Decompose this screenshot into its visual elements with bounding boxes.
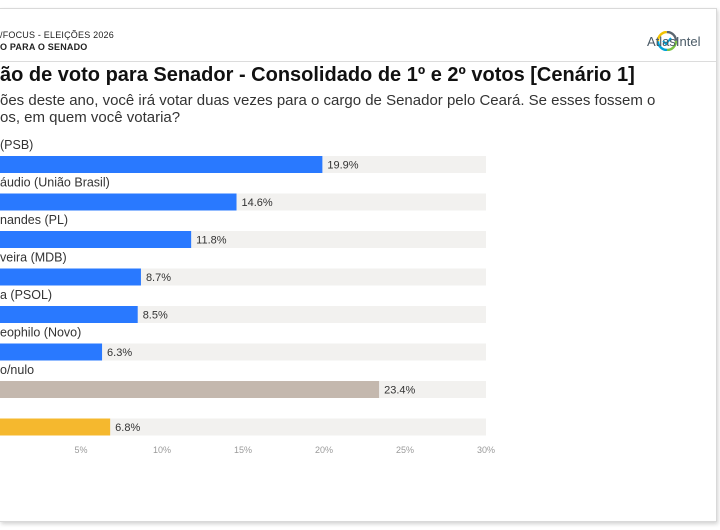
question-line-2: os, em quem você votaria? [0,109,181,126]
value-label: 6.3% [107,347,132,359]
x-tick-label: 30% [477,445,495,455]
value-label: 19.9% [327,160,358,172]
question-line-1: ões deste ano, você irá votar duas vezes… [0,92,656,109]
bar [0,418,111,436]
bar [0,381,380,398]
category-label: eophilo (Novo) [0,326,81,340]
category-label: a (PSOL) [0,288,52,302]
category-label: o/nulo [0,363,34,377]
x-tick-label: 10% [153,445,171,455]
category-label: (PSB) [0,138,33,152]
bar [0,343,103,361]
bar [0,231,192,248]
x-tick-label: 25% [396,445,414,455]
x-tick-label: 15% [234,445,252,455]
bar [0,156,323,173]
chart-title: ão de voto para Senador - Consolidado de… [0,64,635,86]
header-line-2: O PARA O SENADO [0,42,88,52]
report-card: /FOCUS - ELEIÇÕES 2026 O PARA O SENADO A… [0,8,717,522]
value-label: 8.5% [143,310,168,322]
value-label: 11.8% [196,235,227,247]
bar-track [0,343,486,361]
x-tick-label: 5% [74,445,87,455]
category-label: veira (MDB) [0,251,67,265]
bar-chart: (PSB) 19.9% áudio (União Brasil) 14.6% nande… [0,138,495,455]
bar [0,306,138,323]
x-tick-label: 20% [315,445,333,455]
bar [0,193,237,211]
brand-name: AtlasIntel [647,34,701,49]
bar [0,268,141,286]
header-divider [0,61,716,62]
value-label: 23.4% [384,385,415,397]
category-label: nandes (PL) [0,213,68,227]
value-label: 14.6% [242,197,273,209]
category-label: áudio (União Brasil) [0,176,110,190]
bar-track [0,418,486,436]
header-line-1: /FOCUS - ELEIÇÕES 2026 [0,30,114,40]
atlasintel-logo-icon [656,31,678,51]
value-label: 6.8% [115,422,140,434]
value-label: 8.7% [146,272,171,284]
